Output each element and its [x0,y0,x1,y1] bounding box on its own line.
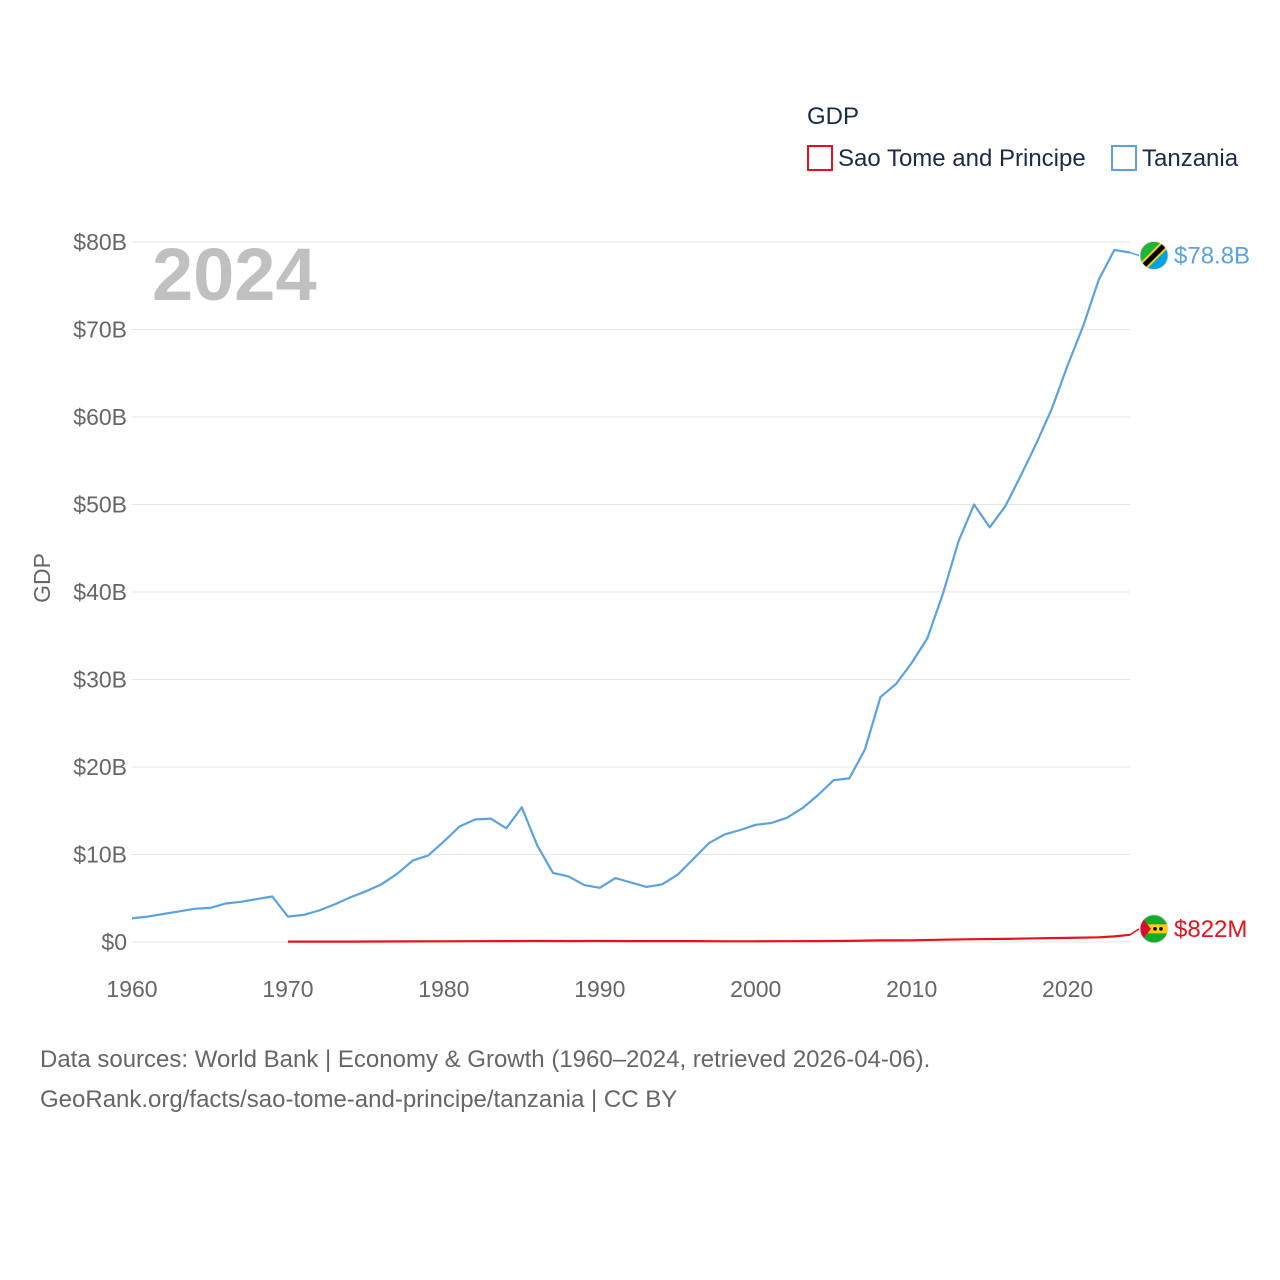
y-tick-label: $30B [73,667,127,693]
legend-item-tanzania[interactable]: Tanzania [1111,145,1239,172]
series-line-sao-tome[interactable] [287,933,1131,943]
y-axis: $0 $10B $20B $30B $40B $50B $60B $70B $80B [73,229,127,955]
y-tick-label: $0 [101,929,127,955]
x-tick-label: 1990 [574,976,625,1002]
y-axis-title: GDP [29,553,55,603]
x-tick-label: 2000 [730,976,781,1002]
data-source-note: Data sources: World Bank | Economy & Gro… [40,1046,931,1073]
x-tick-label: 2010 [886,976,937,1002]
end-connector-tanzania [1129,251,1140,257]
legend-item-sao-tome[interactable]: Sao Tome and Principe [807,145,1086,172]
y-tick-label: $50B [73,492,127,518]
y-tick-label: $70B [73,317,127,343]
year-watermark: 2024 [152,233,317,316]
legend-title: GDP [807,103,859,130]
gdp-line-chart: $0$10B$20B$30B$40B$50B$60B$70B$80B 1960 1… [29,103,1250,1002]
x-tick-label: 1980 [418,976,469,1002]
legend-swatch-tanzania [1111,145,1137,171]
y-tick-label: $20B [73,754,127,780]
end-markers: $822M $78.8B [1129,241,1250,944]
y-tick-label: $80B [73,229,127,255]
legend-label-tanzania: Tanzania [1142,145,1239,172]
source-url: GeoRank.org/facts/sao-tome-and-principe/… [40,1086,678,1113]
series-line-tanzania[interactable] [131,248,1131,920]
legend-swatch-sao-tome [807,145,833,171]
sao-tome-flag-icon [1139,914,1169,944]
end-connector-sao-tome [1129,928,1140,936]
gridlines [132,241,1130,943]
y-tick-label: $40B [73,579,127,605]
x-tick-label: 1970 [262,976,313,1002]
x-tick-label: 2020 [1042,976,1093,1002]
y-tick-label: $60B [73,404,127,430]
legend: GDP Sao Tome and Principe Tanzania [807,103,1239,172]
legend-label-sao-tome: Sao Tome and Principe [838,145,1086,172]
end-value-label-tanzania: $78.8B [1174,243,1250,270]
chart-footer: Data sources: World Bank | Economy & Gro… [40,1040,930,1120]
end-value-label-sao-tome: $822M [1174,916,1247,943]
y-tick-label: $10B [73,842,127,868]
tanzania-flag-icon [1139,241,1169,270]
x-tick-label: 1960 [106,976,157,1002]
series-lines [131,248,1131,943]
x-axis: 1960 1970 1980 1990 2000 2010 2020 [106,976,1093,1002]
